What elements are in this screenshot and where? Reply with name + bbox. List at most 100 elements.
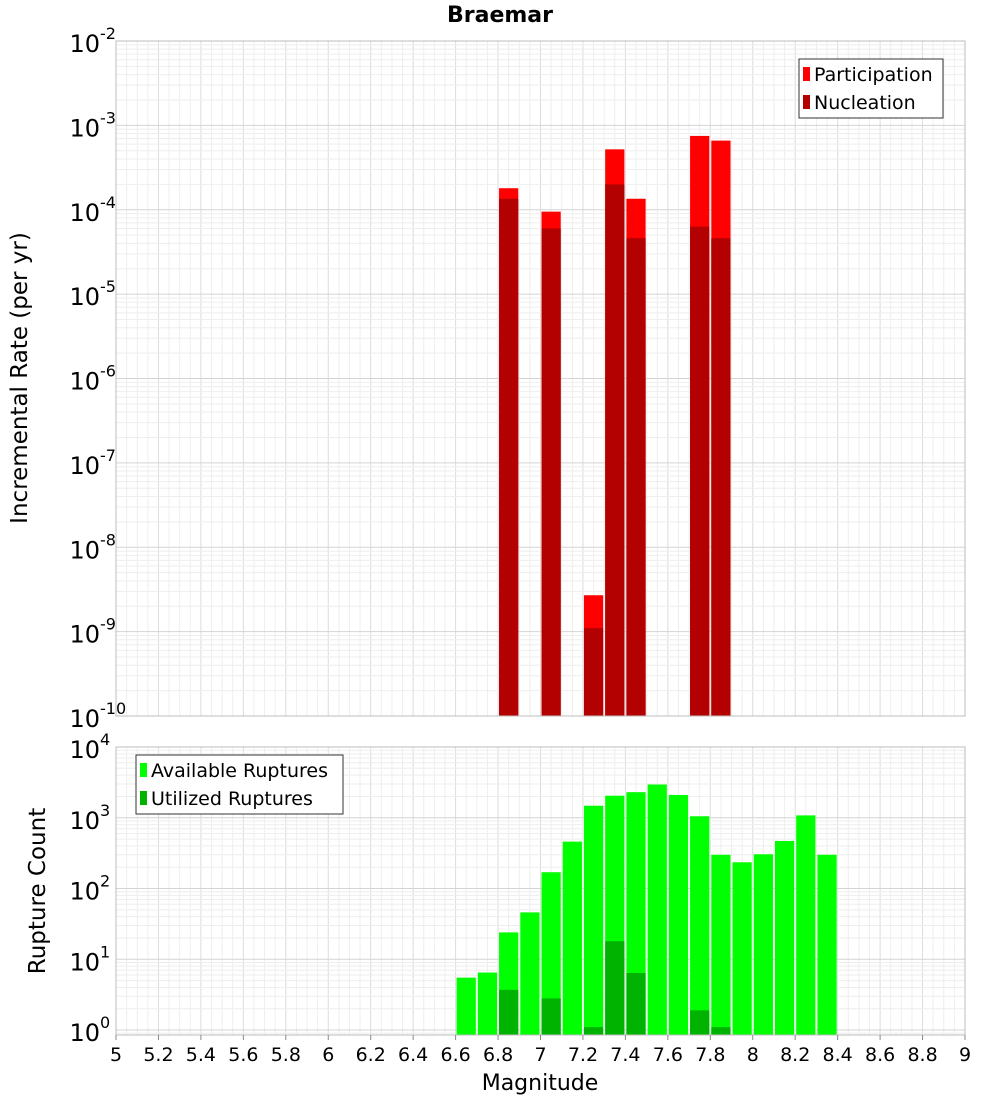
x-tick-label: 7.4 bbox=[610, 1044, 640, 1066]
bottom-y-tick-exponent: 1 bbox=[100, 942, 110, 961]
top-plot-border bbox=[115, 40, 966, 717]
top-y-axis-label: Incremental Rate (per yr) bbox=[7, 232, 33, 524]
top-bar-nucleation bbox=[541, 228, 561, 716]
bottom-bar-utilized-ruptures bbox=[541, 998, 561, 1035]
x-tick-label: 8.8 bbox=[907, 1044, 937, 1066]
bottom-bar-available-ruptures bbox=[690, 816, 710, 1035]
top-bar-nucleation bbox=[499, 198, 519, 717]
top-y-tick-exponent: -5 bbox=[100, 277, 116, 296]
top-legend-label: Nucleation bbox=[814, 92, 916, 114]
bottom-bar-available-ruptures bbox=[456, 977, 476, 1035]
x-tick-label: 7.8 bbox=[695, 1044, 725, 1066]
bottom-y-tick-exponent: 4 bbox=[100, 730, 110, 749]
bottom-y-tick-exponent: 0 bbox=[100, 1013, 110, 1032]
x-tick-label: 8.4 bbox=[823, 1044, 853, 1066]
top-legend-box bbox=[798, 58, 944, 119]
bottom-legend-label: Utilized Ruptures bbox=[151, 788, 313, 810]
x-tick-label: 5.4 bbox=[186, 1044, 216, 1066]
bottom-bars bbox=[456, 784, 837, 1035]
top-bars bbox=[499, 135, 731, 717]
top-y-tick-label: 10 bbox=[69, 452, 100, 480]
x-tick-label: 6.2 bbox=[356, 1044, 386, 1066]
bottom-bar-available-ruptures bbox=[817, 854, 837, 1035]
top-bar-nucleation bbox=[605, 184, 625, 717]
top-y-tick-exponent: -10 bbox=[100, 699, 126, 718]
top-y-tick-label: 10 bbox=[69, 30, 100, 58]
top-bar-nucleation bbox=[711, 238, 731, 716]
top-y-tick-exponent: -3 bbox=[100, 108, 116, 127]
top-legend: Participation Nucleation bbox=[798, 58, 944, 119]
top-bar-nucleation bbox=[583, 628, 604, 716]
x-tick-label: 9 bbox=[959, 1044, 971, 1066]
bottom-bar-available-ruptures bbox=[541, 872, 561, 1035]
bottom-legend-box bbox=[135, 754, 344, 815]
bottom-bar-available-ruptures bbox=[647, 784, 667, 1035]
top-grid bbox=[115, 41, 966, 717]
bottom-bar-utilized-ruptures bbox=[690, 1010, 710, 1035]
x-tick-label: 7 bbox=[534, 1044, 546, 1066]
bottom-legend-swatch bbox=[140, 791, 147, 805]
top-legend-label: Participation bbox=[814, 64, 933, 86]
x-tick-label: 5 bbox=[110, 1044, 122, 1066]
top-y-tick-label: 10 bbox=[69, 283, 100, 311]
x-tick-label: 5.8 bbox=[271, 1044, 301, 1066]
x-tick-label: 8.2 bbox=[780, 1044, 810, 1066]
bottom-axes: 10 010 110 210 310 45 5.2 5.4 5.6 5.8 6 6.2 6.4 6.6 6.… bbox=[69, 730, 971, 1066]
bottom-y-tick-label: 10 bbox=[69, 1019, 100, 1047]
x-tick-label: 7.6 bbox=[653, 1044, 683, 1066]
top-bar-nucleation bbox=[626, 238, 646, 716]
top-y-tick-label: 10 bbox=[69, 536, 100, 564]
bottom-bar-available-ruptures bbox=[477, 972, 498, 1035]
x-tick-label: 6.4 bbox=[398, 1044, 428, 1066]
bottom-legend-label: Available Ruptures bbox=[151, 760, 328, 782]
top-y-tick-exponent: -9 bbox=[100, 615, 116, 634]
bottom-bar-utilized-ruptures bbox=[583, 1027, 604, 1035]
x-axis-label: Magnitude bbox=[482, 1071, 599, 1096]
chart-title: Braemar bbox=[447, 3, 553, 28]
top-y-tick-label: 10 bbox=[69, 199, 100, 227]
bottom-bar-available-ruptures bbox=[796, 815, 816, 1035]
bottom-bar-available-ruptures bbox=[668, 794, 689, 1035]
top-y-tick-exponent: -7 bbox=[100, 446, 116, 465]
x-tick-label: 6 bbox=[322, 1044, 334, 1066]
bottom-y-tick-label: 10 bbox=[69, 878, 100, 906]
top-bar-nucleation bbox=[690, 226, 710, 716]
bottom-y-tick-label: 10 bbox=[69, 807, 100, 835]
x-tick-label: 7.2 bbox=[568, 1044, 598, 1066]
bottom-bar-available-ruptures bbox=[732, 862, 752, 1035]
bottom-legend-swatch bbox=[140, 763, 147, 777]
bottom-y-axis-label: Rupture Count bbox=[25, 808, 51, 974]
x-tick-label: 8.6 bbox=[865, 1044, 895, 1066]
bottom-y-tick-exponent: 2 bbox=[100, 872, 110, 891]
bottom-bar-available-ruptures bbox=[562, 841, 582, 1035]
bottom-legend: Available Ruptures Utilized Ruptures bbox=[135, 754, 344, 815]
bottom-bar-utilized-ruptures bbox=[605, 941, 625, 1035]
bottom-bar-available-ruptures bbox=[774, 840, 795, 1035]
bottom-bar-utilized-ruptures bbox=[711, 1027, 731, 1035]
bottom-bar-available-ruptures bbox=[520, 912, 540, 1035]
top-y-tick-label: 10 bbox=[69, 114, 100, 142]
x-tick-label: 6.8 bbox=[483, 1044, 513, 1066]
top-y-tick-label: 10 bbox=[69, 621, 100, 649]
top-y-tick-exponent: -2 bbox=[100, 24, 116, 43]
top-legend-swatch bbox=[803, 67, 810, 81]
top-y-tick-exponent: -4 bbox=[100, 193, 116, 212]
bottom-y-tick-exponent: 3 bbox=[100, 801, 110, 820]
top-y-tick-label: 10 bbox=[69, 368, 100, 396]
top-y-tick-label: 10 bbox=[69, 705, 100, 733]
bottom-bar-utilized-ruptures bbox=[499, 989, 519, 1035]
bottom-bar-available-ruptures bbox=[711, 854, 731, 1035]
bottom-y-tick-label: 10 bbox=[69, 948, 100, 976]
top-y-tick-exponent: -6 bbox=[100, 362, 116, 381]
top-y-tick-exponent: -8 bbox=[100, 530, 116, 549]
bottom-bar-utilized-ruptures bbox=[626, 973, 646, 1035]
x-tick-label: 8 bbox=[747, 1044, 759, 1066]
bottom-bar-available-ruptures bbox=[753, 854, 773, 1035]
x-tick-label: 6.6 bbox=[440, 1044, 470, 1066]
bottom-y-tick-label: 10 bbox=[69, 736, 100, 764]
x-tick-label: 5.2 bbox=[143, 1044, 173, 1066]
x-tick-label: 5.6 bbox=[228, 1044, 258, 1066]
top-legend-swatch bbox=[803, 95, 810, 109]
